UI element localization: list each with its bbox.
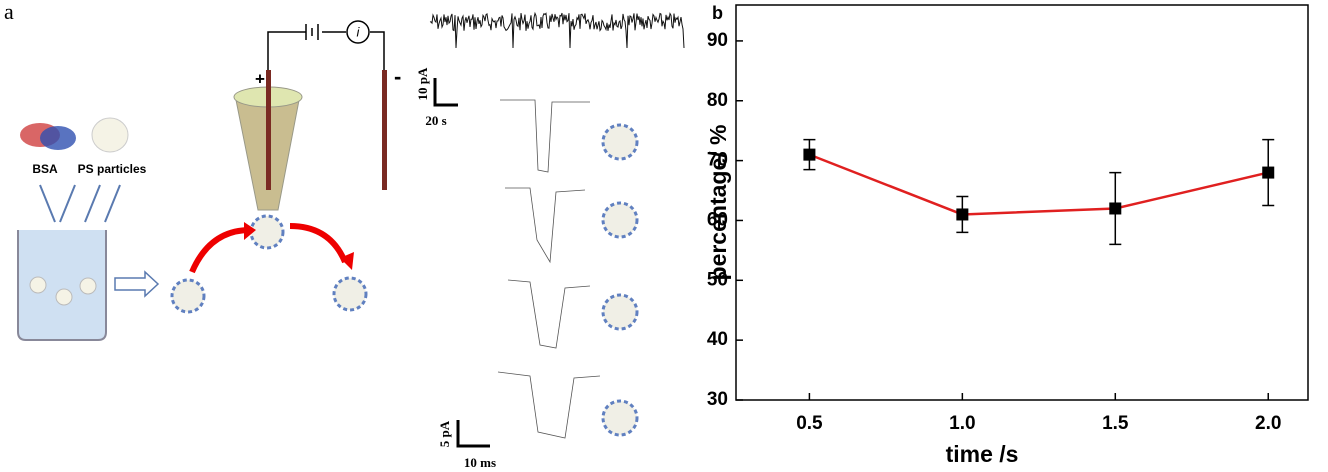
arrow <box>114 270 160 298</box>
beaker <box>17 230 107 341</box>
arrows <box>39 184 121 223</box>
scale-time: 10 ms <box>464 455 496 470</box>
panel-label: b <box>712 3 723 23</box>
particle <box>55 288 73 306</box>
electrode <box>266 70 271 190</box>
scale-bar <box>456 420 490 448</box>
electrode <box>382 70 387 190</box>
bsa-icon <box>20 123 76 150</box>
ps-icon <box>91 117 129 153</box>
scale-bar <box>433 78 458 107</box>
events <box>497 99 601 439</box>
marker <box>803 148 816 161</box>
chart: 30 40 50 60 70 80 90 0.5 1.0 1.5 2.0 time /s percent… <box>705 4 1309 467</box>
scale-current: 5 pA <box>437 420 452 447</box>
x-axis-label: time /s <box>946 441 1019 467</box>
y-tick-label: 50 <box>707 269 728 290</box>
y-axis-label: percentage/ % <box>705 125 731 281</box>
particle <box>79 277 97 295</box>
x-tick-label: 0.5 <box>796 413 823 434</box>
y-tick-label: 90 <box>707 30 728 51</box>
marker <box>956 208 969 221</box>
y-tick-label: 40 <box>707 329 728 350</box>
ammeter <box>346 20 370 44</box>
x-tick-label: 1.5 <box>1102 413 1129 434</box>
marker <box>1109 202 1122 215</box>
y-tick-label: 30 <box>707 389 728 410</box>
bsa-label: BSA <box>32 162 58 176</box>
plot-frame <box>735 4 1309 401</box>
plus-sign: + <box>255 69 265 88</box>
scale-current: 10 pA <box>415 67 430 100</box>
x-tick-label: 2.0 <box>1255 413 1281 434</box>
ps-label: PS particles <box>78 162 147 176</box>
circuit <box>267 24 385 70</box>
red-arrows <box>189 223 348 274</box>
ammeter-label: i <box>357 24 361 39</box>
scale-time: 20 s <box>425 113 446 128</box>
coated-particles <box>170 123 639 437</box>
minus-sign: - <box>394 64 401 89</box>
x-tick-label: 1.0 <box>949 413 975 434</box>
panel-label: a <box>4 0 14 24</box>
y-tick-label: 70 <box>707 150 728 171</box>
y-tick-label: 60 <box>707 209 728 230</box>
particle <box>29 276 47 294</box>
y-tick-label: 80 <box>707 90 728 111</box>
current-trace <box>429 11 685 49</box>
data-line <box>808 153 1269 216</box>
marker <box>1262 166 1275 179</box>
